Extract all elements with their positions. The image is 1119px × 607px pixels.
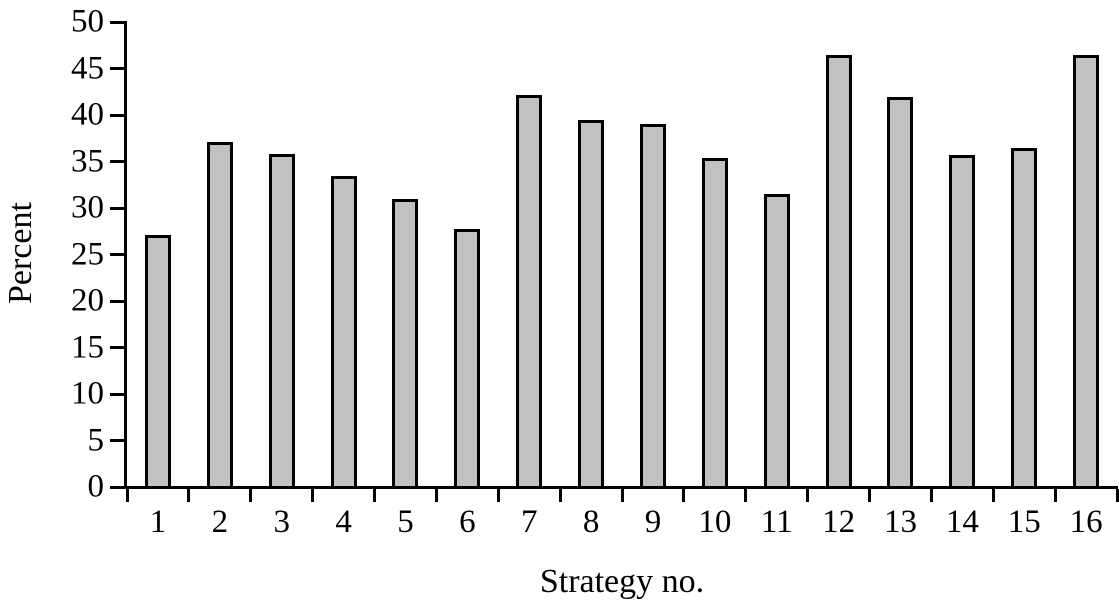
y-tick-label: 25 (71, 236, 104, 272)
bar (144, 234, 171, 489)
x-category-label: 2 (211, 504, 229, 540)
x-category-label: 11 (760, 504, 793, 540)
y-axis-tick (110, 439, 124, 442)
y-tick-label: 40 (71, 96, 104, 133)
x-axis-tick (373, 489, 376, 502)
x-axis-title: Strategy no. (539, 563, 705, 600)
bar (268, 154, 295, 489)
bar (763, 194, 790, 489)
x-category-label: 6 (459, 504, 476, 540)
x-category-label: 13 (883, 504, 917, 540)
bar (701, 157, 728, 489)
bar (825, 54, 852, 489)
bar (516, 94, 543, 489)
bar (949, 154, 976, 489)
x-category-label: 7 (520, 504, 538, 540)
y-tick-label: 45 (71, 50, 104, 86)
y-tick-label: 20 (71, 282, 104, 319)
bar (1011, 147, 1038, 489)
y-axis-tick (110, 392, 124, 396)
x-category-label: 3 (273, 504, 290, 540)
x-axis-tick (620, 489, 624, 502)
x-axis-tick (249, 489, 253, 502)
y-tick-label: 30 (71, 189, 104, 226)
x-axis-tick (991, 489, 995, 502)
y-axis-tick (110, 206, 124, 210)
bar (887, 97, 914, 489)
bar (392, 198, 419, 489)
x-axis-tick (558, 489, 562, 502)
x-axis-tick (1053, 489, 1057, 502)
x-category-label: 10 (698, 504, 732, 540)
x-axis-tick (868, 489, 871, 502)
x-axis-tick (806, 489, 810, 502)
y-tick-label: 35 (71, 143, 104, 179)
bar (578, 119, 605, 489)
y-axis-tick (110, 160, 124, 163)
bar (206, 141, 233, 489)
y-tick-label: 10 (71, 375, 104, 412)
y-tick-label: 15 (71, 329, 104, 365)
x-axis-tick (434, 489, 438, 502)
x-axis-tick (744, 489, 748, 502)
x-category-label: 1 (149, 504, 167, 540)
x-axis-tick (311, 489, 315, 502)
x-axis-line (124, 486, 1118, 489)
x-category-label: 14 (945, 504, 979, 540)
bar (1073, 54, 1100, 489)
y-axis-tick (110, 20, 124, 24)
bar (330, 176, 357, 489)
y-axis-line (124, 21, 127, 489)
x-category-label: 12 (822, 504, 856, 540)
x-axis-tick (125, 489, 129, 502)
x-category-label: 4 (335, 504, 352, 540)
y-axis-tick (110, 67, 124, 70)
y-axis-tick (110, 113, 124, 117)
bar (454, 229, 481, 489)
x-category-label: 9 (644, 504, 662, 540)
x-axis-tick (929, 489, 933, 502)
x-category-label: 15 (1007, 504, 1041, 540)
y-axis-tick (110, 346, 124, 349)
x-axis-tick (682, 489, 686, 502)
y-tick-label: 50 (71, 3, 104, 40)
y-axis-tick (110, 485, 124, 489)
x-category-label: 16 (1069, 504, 1103, 540)
bar (639, 124, 666, 489)
y-axis-tick (110, 299, 124, 303)
y-axis-tick (110, 253, 124, 256)
x-axis-tick (187, 489, 191, 502)
x-category-label: 5 (397, 504, 414, 540)
x-category-label: 8 (582, 504, 600, 540)
y-tick-label: 0 (87, 468, 105, 505)
x-axis-tick (1115, 489, 1119, 502)
x-axis-tick (496, 489, 500, 502)
y-tick-label: 5 (87, 422, 105, 458)
